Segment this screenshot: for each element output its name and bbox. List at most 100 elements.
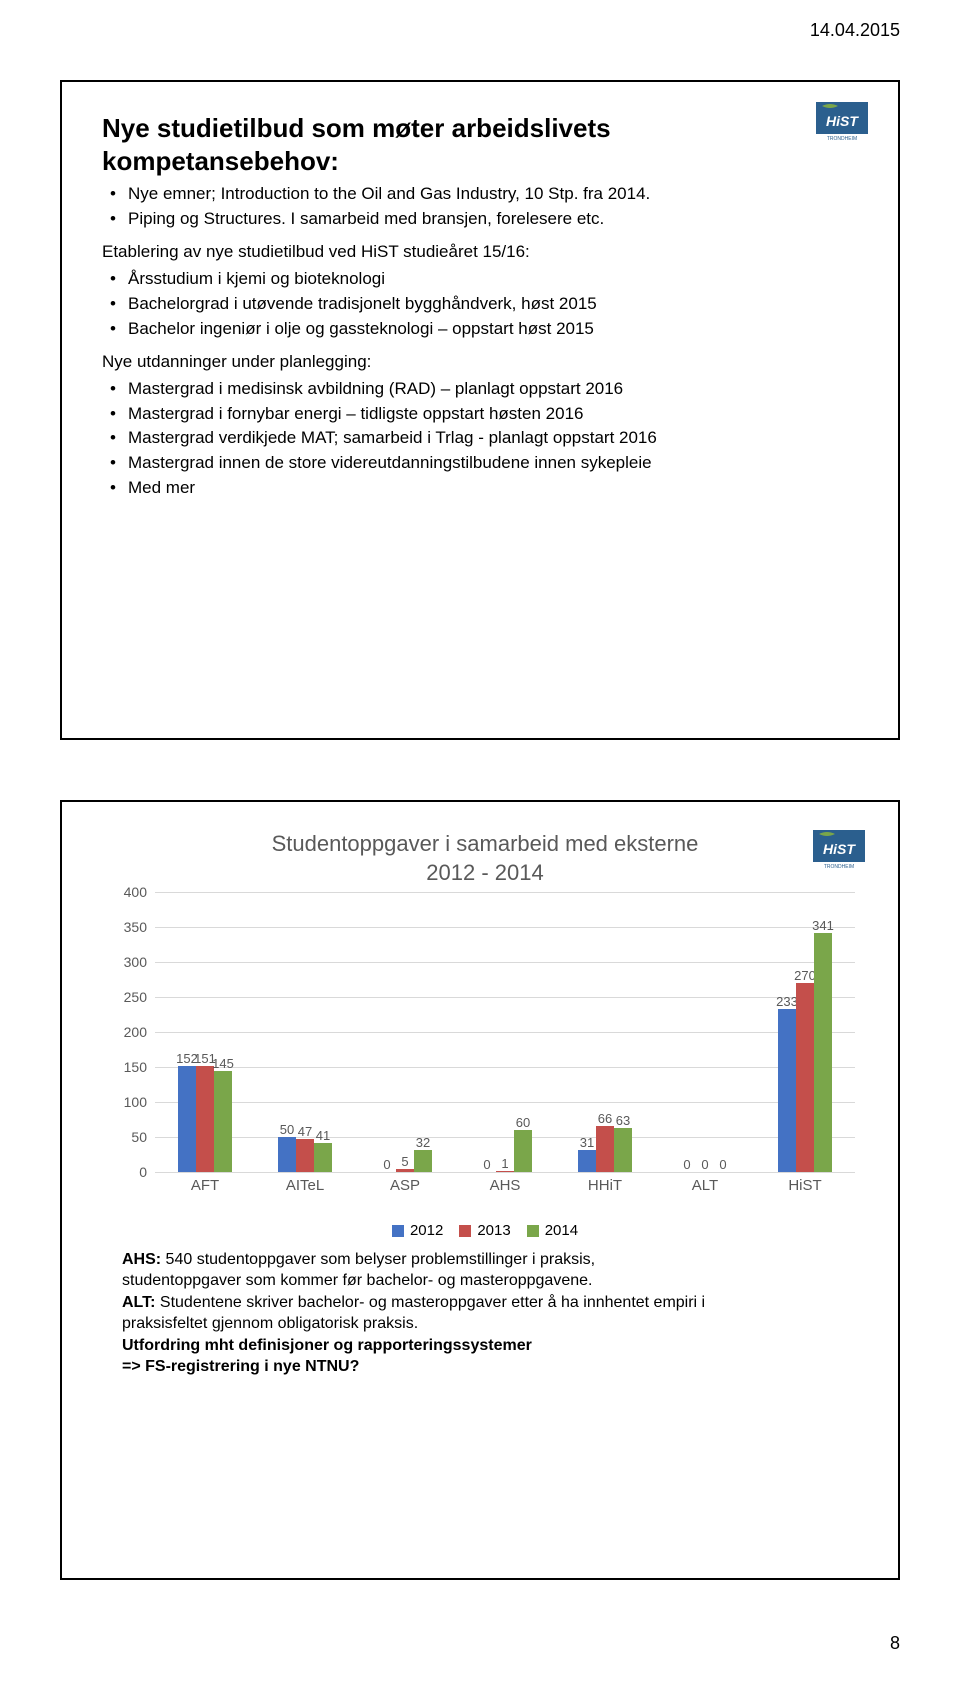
- legend-label: 2013: [477, 1222, 510, 1239]
- hist-logo: HiST TRONDHEIM: [813, 830, 865, 870]
- x-axis-label: ASP: [390, 1177, 420, 1194]
- bar: 66: [596, 1126, 614, 1172]
- legend-item: 2012: [392, 1222, 443, 1239]
- page-number: 8: [890, 1633, 900, 1654]
- legend-item: 2014: [527, 1222, 578, 1239]
- slide-1: HiST TRONDHEIM Nye studietilbud som møte…: [60, 80, 900, 740]
- slide1-sub1: Etablering av nye studietilbud ved HiST …: [102, 241, 868, 264]
- bar: 270: [796, 983, 814, 1172]
- x-axis-label: AITeL: [286, 1177, 324, 1194]
- bar-value-label: 233: [776, 994, 798, 1009]
- bar: 145: [214, 1071, 232, 1173]
- note-ahs-label: AHS:: [122, 1251, 161, 1268]
- bar: 63: [614, 1128, 632, 1172]
- y-axis-label: 50: [131, 1129, 147, 1145]
- list-item: Bachelor ingeniør i olje og gassteknolog…: [110, 318, 868, 341]
- gridline: [155, 1102, 855, 1103]
- bar-group: 504741: [278, 1137, 332, 1172]
- y-axis-label: 300: [124, 954, 147, 970]
- bar: 5: [396, 1169, 414, 1173]
- y-axis-label: 400: [124, 884, 147, 900]
- bar: 152: [178, 1066, 196, 1172]
- bar: 41: [314, 1143, 332, 1172]
- gridline: [155, 962, 855, 963]
- header-date: 14.04.2015: [810, 20, 900, 41]
- x-axis-label: HiST: [788, 1177, 821, 1194]
- list-item: Mastergrad innen de store videreutdannin…: [110, 452, 868, 475]
- bar-group: 0160: [478, 1130, 532, 1172]
- bar-value-label: 0: [683, 1157, 690, 1172]
- list-item: Mastergrad i fornybar energi – tidligste…: [110, 403, 868, 426]
- y-axis-label: 350: [124, 919, 147, 935]
- legend-label: 2014: [545, 1222, 578, 1239]
- svg-text:TRONDHEIM: TRONDHEIM: [827, 136, 857, 142]
- bar-value-label: 60: [516, 1115, 530, 1130]
- gridline: [155, 1172, 855, 1173]
- gridline: [155, 1032, 855, 1033]
- hist-logo: HiST TRONDHEIM: [816, 102, 868, 142]
- bar-value-label: 0: [383, 1157, 390, 1172]
- bar-value-label: 341: [812, 918, 834, 933]
- bar: 1: [496, 1171, 514, 1172]
- list-item: Mastergrad verdikjede MAT; samarbeid i T…: [110, 427, 868, 450]
- title-line1: Nye studietilbud som møter arbeidslivets: [102, 113, 611, 143]
- bar-group: 0532: [378, 1150, 432, 1172]
- bar-value-label: 0: [701, 1157, 708, 1172]
- x-axis-label: HHiT: [588, 1177, 622, 1194]
- bar-value-label: 50: [280, 1122, 294, 1137]
- bar-value-label: 66: [598, 1111, 612, 1126]
- bar-group: 316663: [578, 1126, 632, 1172]
- note-alt-label: ALT:: [122, 1294, 155, 1311]
- bar-value-label: 0: [483, 1157, 490, 1172]
- bar-value-label: 5: [401, 1154, 408, 1169]
- chart-legend: 2012 2013 2014: [102, 1222, 868, 1241]
- title-line2: kompetansebehov:: [102, 146, 339, 176]
- gridline: [155, 892, 855, 893]
- legend-swatch: [459, 1225, 471, 1237]
- bar-value-label: 41: [316, 1128, 330, 1143]
- chart-title: Studentoppgaver i samarbeid med eksterne…: [235, 830, 735, 887]
- bar-value-label: 145: [212, 1056, 234, 1071]
- y-axis-label: 250: [124, 989, 147, 1005]
- bar-value-label: 47: [298, 1124, 312, 1139]
- bar: 60: [514, 1130, 532, 1172]
- y-axis-label: 200: [124, 1024, 147, 1040]
- bar: 31: [578, 1150, 596, 1172]
- y-axis-label: 100: [124, 1094, 147, 1110]
- slide1-bullets-2: Årsstudium i kjemi og bioteknologiBachel…: [102, 268, 868, 341]
- y-axis-label: 150: [124, 1059, 147, 1075]
- x-axis-label: AFT: [191, 1177, 219, 1194]
- list-item: Nye emner; Introduction to the Oil and G…: [110, 183, 868, 206]
- bar-value-label: 0: [719, 1157, 726, 1172]
- svg-text:HiST: HiST: [823, 841, 856, 857]
- bar-value-label: 31: [580, 1135, 594, 1150]
- svg-text:HiST: HiST: [826, 113, 859, 129]
- bar: 50: [278, 1137, 296, 1172]
- y-axis-label: 0: [139, 1164, 147, 1180]
- list-item: Bachelorgrad i utøvende tradisjonelt byg…: [110, 293, 868, 316]
- slide1-sub2: Nye utdanninger under planlegging:: [102, 351, 868, 374]
- svg-text:TRONDHEIM: TRONDHEIM: [824, 864, 854, 870]
- legend-label: 2012: [410, 1222, 443, 1239]
- legend-item: 2013: [459, 1222, 510, 1239]
- slide2-notes: AHS: 540 studentoppgaver som belyser pro…: [102, 1249, 868, 1379]
- slide1-title: Nye studietilbud som møter arbeidslivets…: [102, 112, 868, 177]
- bar: 32: [414, 1150, 432, 1172]
- chart: Studentoppgaver i samarbeid med eksterne…: [105, 822, 865, 1202]
- legend-swatch: [527, 1225, 539, 1237]
- legend-swatch: [392, 1225, 404, 1237]
- slide1-bullets-3: Mastergrad i medisinsk avbildning (RAD) …: [102, 378, 868, 501]
- bar: 341: [814, 933, 832, 1172]
- gridline: [155, 1067, 855, 1068]
- bar-group: 233270341: [778, 933, 832, 1172]
- slide1-bullets-1: Nye emner; Introduction to the Oil and G…: [102, 183, 868, 231]
- bar-value-label: 1: [501, 1156, 508, 1171]
- x-axis-label: ALT: [692, 1177, 718, 1194]
- bar-value-label: 270: [794, 968, 816, 983]
- bar-value-label: 63: [616, 1113, 630, 1128]
- x-axis-label: AHS: [490, 1177, 521, 1194]
- gridline: [155, 997, 855, 998]
- bar: 151: [196, 1066, 214, 1172]
- slide-2: Studentoppgaver i samarbeid med eksterne…: [60, 800, 900, 1580]
- bar: 233: [778, 1009, 796, 1172]
